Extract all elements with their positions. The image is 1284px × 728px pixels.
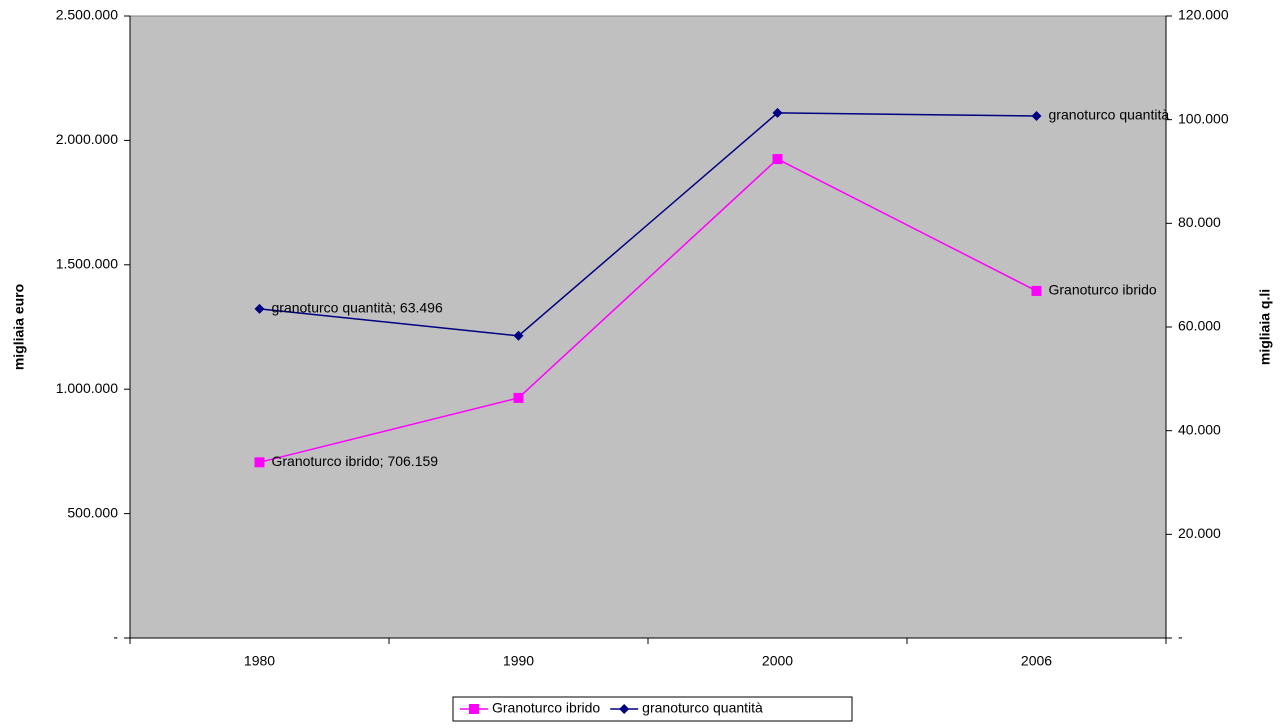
y2-tick-label: 60.000 [1178, 318, 1221, 334]
y-tick-label: - [113, 629, 118, 645]
y-tick-label: 1.000.000 [56, 380, 118, 396]
plot-area [129, 15, 1167, 639]
legend-label: Granoturco ibrido [492, 700, 600, 716]
y-tick-label: 500.000 [67, 504, 118, 520]
x-tick-label: 2006 [1021, 653, 1052, 669]
data-label: Granoturco ibrido; 706.159 [272, 453, 439, 469]
y-tick-label: 1.500.000 [56, 256, 118, 272]
y2-tick-label: - [1178, 629, 1183, 645]
legend-marker [619, 704, 630, 714]
data-point [254, 457, 265, 468]
y2-tick-label: 20.000 [1178, 525, 1221, 541]
data-point [1031, 285, 1042, 296]
y2-tick-label: 120.000 [1178, 7, 1229, 23]
data-point [1031, 111, 1042, 122]
data-point [772, 107, 783, 118]
series-line [259, 158, 1037, 464]
legend-marker [469, 704, 479, 714]
data-point [513, 330, 524, 341]
y-tick-label: 2.500.000 [56, 7, 118, 23]
legend [452, 696, 853, 722]
y-axis-label: migliaia euro [11, 284, 27, 370]
legend-label: granoturco quantità [642, 700, 763, 716]
data-label: Granoturco ibrido [1049, 282, 1157, 298]
y2-tick-label: 80.000 [1178, 214, 1221, 230]
y2-axis-label: migliaia q.li [1257, 289, 1273, 365]
y2-tick-label: 100.000 [1178, 110, 1229, 126]
x-tick-label: 1990 [503, 653, 534, 669]
y2-tick-label: 40.000 [1178, 421, 1221, 437]
series-line [259, 112, 1037, 337]
data-label: granoturco quantità [1049, 107, 1170, 123]
data-label: granoturco quantità; 63.496 [272, 300, 443, 316]
x-tick-label: 2000 [762, 653, 793, 669]
y-tick-label: 2.000.000 [56, 131, 118, 147]
x-tick-label: 1980 [244, 653, 275, 669]
data-point [513, 392, 524, 403]
data-point [772, 154, 783, 165]
data-point [254, 303, 265, 314]
